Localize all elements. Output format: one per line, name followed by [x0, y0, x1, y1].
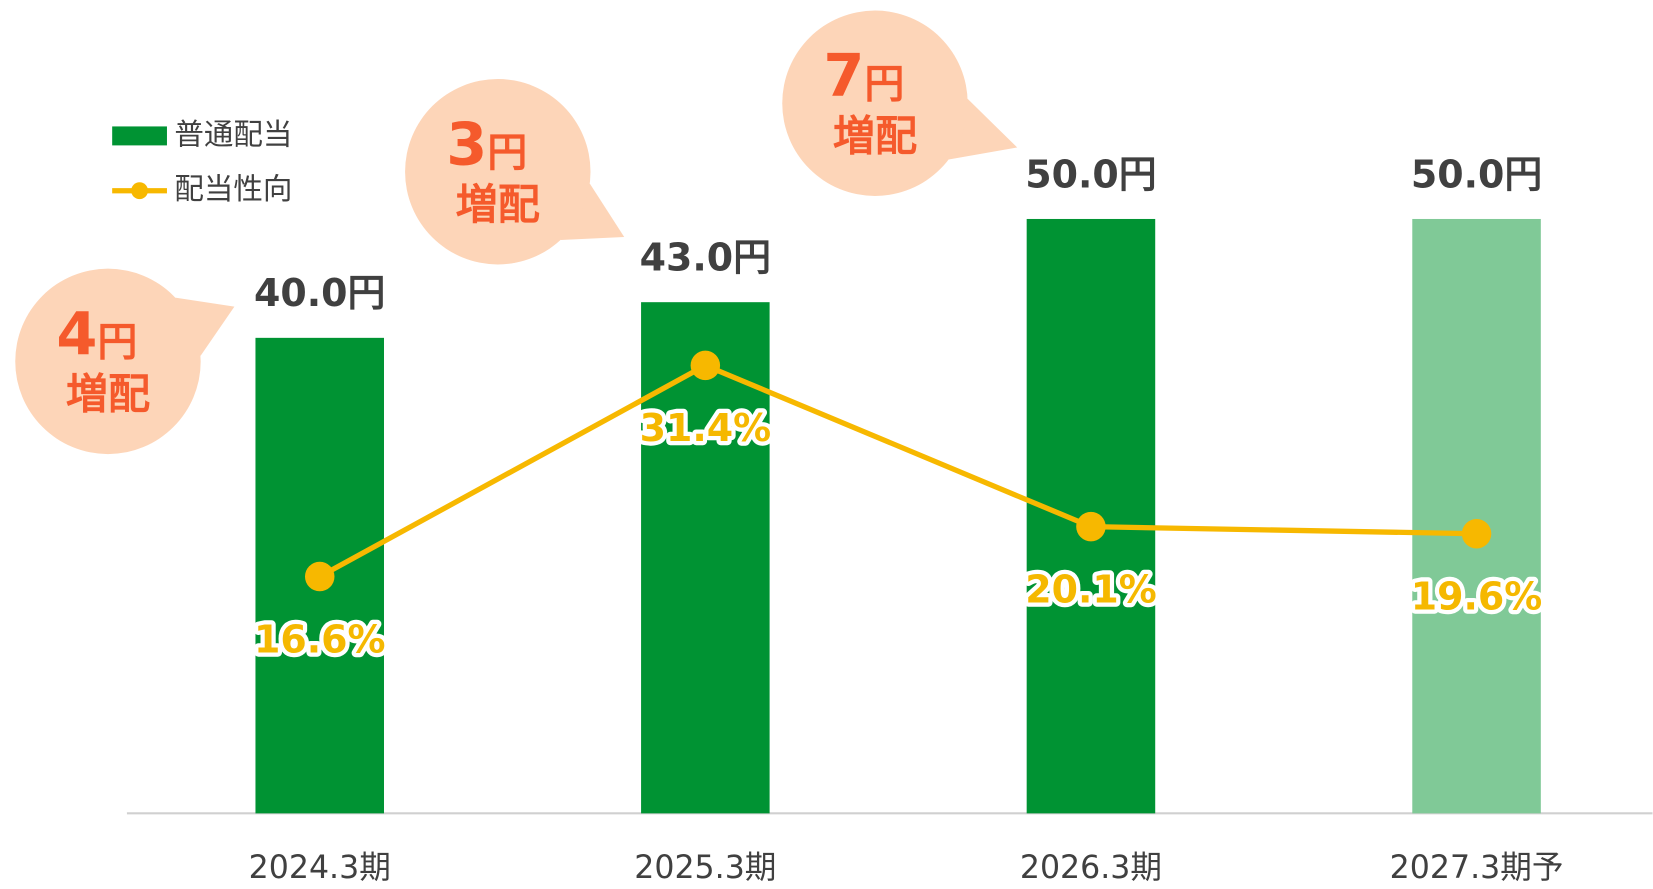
bar [1412, 218, 1541, 814]
x-tick-label: 2024.3期 [249, 850, 391, 885]
callout-text: 増配 [456, 180, 540, 229]
legend-swatch [112, 126, 167, 146]
callout-amount: 7 [823, 41, 864, 110]
callout-unit: 円 [864, 61, 904, 107]
line-value-label: 19.6% [1411, 575, 1543, 619]
callout-tail [175, 297, 235, 356]
callout-amount: 3 [446, 110, 487, 179]
line [318, 362, 1477, 579]
line-value-label: 16.6% [254, 617, 386, 661]
callout-text: 増配 [833, 112, 917, 161]
line-point [690, 350, 721, 381]
x-tick-label: 2025.3期 [634, 850, 776, 885]
callout [15, 268, 201, 455]
legend-label: 配当性向 [174, 172, 292, 206]
line-point [1461, 519, 1492, 549]
line-value-label: 31.4% [640, 406, 772, 450]
callout-unit: 円 [97, 320, 137, 366]
bar-value-label: 50.0円 [1025, 152, 1156, 196]
x-tick-label: 2026.3期 [1020, 850, 1162, 885]
callout-text: 増配 [66, 370, 150, 419]
callout [782, 10, 968, 196]
legend-label: 普通配当 [174, 117, 292, 151]
line-value-label: 20.1% [1025, 567, 1157, 611]
bar-value-label: 43.0円 [640, 236, 771, 280]
line-point [1076, 511, 1106, 542]
callout-unit: 円 [487, 130, 527, 176]
callout-tail [560, 183, 625, 240]
x-tick-label: 2027.3期予 [1390, 850, 1564, 885]
callout-amount: 4 [56, 299, 97, 368]
bar-value-label: 50.0円 [1411, 152, 1542, 196]
callout [405, 79, 591, 265]
bar-value-label: 40.0円 [254, 271, 385, 315]
legend-swatch [131, 182, 148, 200]
line-point [304, 561, 335, 592]
